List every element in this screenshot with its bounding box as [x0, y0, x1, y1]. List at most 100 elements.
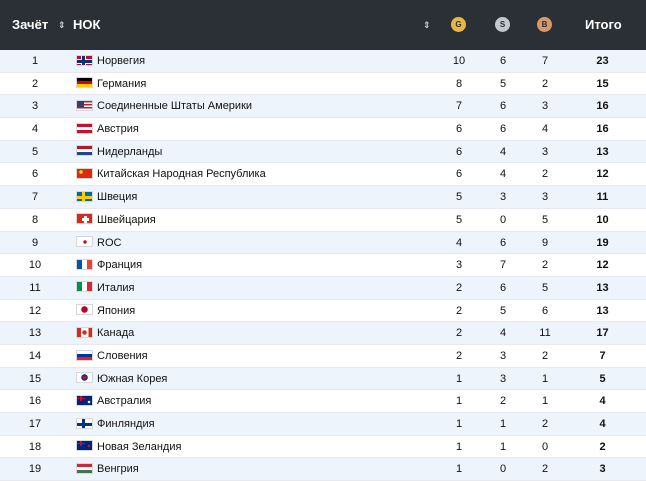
- country-name[interactable]: Финляндия: [97, 418, 155, 431]
- country-name[interactable]: Япония: [97, 304, 136, 317]
- nation-cell[interactable]: Канада: [76, 322, 426, 345]
- table-row[interactable]: 9 ROC 4 6 9 19: [0, 231, 646, 255]
- silver-count: 3: [499, 372, 507, 385]
- silver-medal-icon[interactable]: S: [495, 17, 510, 32]
- table-row[interactable]: 6 Китайская Народная Республика 6 4 2 12: [0, 163, 646, 187]
- table-row[interactable]: 15 Южная Корея 1 3 1 5: [0, 367, 646, 391]
- nation-cell[interactable]: Нидерланды: [76, 141, 426, 164]
- country-name[interactable]: Новая Зеландия: [97, 440, 182, 453]
- country-name[interactable]: Канада: [97, 327, 135, 340]
- country-name[interactable]: Китайская Народная Республика: [97, 168, 266, 181]
- country-name[interactable]: Нидерланды: [97, 145, 163, 158]
- country-name[interactable]: Австралия: [97, 395, 152, 408]
- nation-cell[interactable]: ROC: [76, 232, 426, 255]
- bronze-count: 2: [541, 168, 549, 181]
- italy-flag: [76, 281, 93, 293]
- country-name[interactable]: Венгрия: [97, 463, 139, 476]
- silver-count: 5: [499, 304, 507, 317]
- gold-medal-icon[interactable]: G: [451, 17, 466, 32]
- country-name[interactable]: Италия: [97, 281, 135, 294]
- nation-cell[interactable]: Венгрия: [76, 458, 426, 481]
- nation-cell[interactable]: Китайская Народная Республика: [76, 163, 426, 186]
- austria-flag: [76, 122, 93, 134]
- bronze-count: 11: [539, 327, 551, 340]
- rank-cell: 2: [31, 77, 39, 90]
- gold-count: 1: [455, 372, 463, 385]
- nation-cell[interactable]: Швейцария: [76, 209, 426, 232]
- table-row[interactable]: 3 Соединенные Штаты Америки 7 6 3 16: [0, 95, 646, 119]
- bronze-count: 3: [541, 191, 549, 204]
- bronze-medal-icon[interactable]: B: [537, 17, 552, 32]
- table-row[interactable]: 17 Финляндия 1 1 2 4: [0, 413, 646, 436]
- country-name[interactable]: Швеция: [97, 191, 138, 204]
- rank-cell: 12: [28, 304, 42, 317]
- table-row[interactable]: 16 Австралия 1 2 1 4: [0, 390, 646, 413]
- country-name[interactable]: Германия: [97, 77, 147, 90]
- rank-column-header[interactable]: Зачёт: [12, 17, 49, 32]
- japan-flag: [76, 304, 93, 316]
- table-row[interactable]: 12 Япония 2 5 6 13: [0, 300, 646, 323]
- table-row[interactable]: 11 Италия 2 6 5 13: [0, 276, 646, 300]
- country-name[interactable]: Швейцария: [97, 213, 156, 226]
- nation-cell[interactable]: Словения: [76, 345, 426, 368]
- table-row[interactable]: 1 Норвегия 10 6 7 23: [0, 50, 646, 73]
- nation-cell[interactable]: Япония: [76, 300, 426, 323]
- rank-cell: 10: [28, 259, 42, 272]
- table-row[interactable]: 2 Германия 8 5 2 15: [0, 73, 646, 96]
- nation-cell[interactable]: Австрия: [76, 118, 426, 141]
- country-name[interactable]: Южная Корея: [97, 372, 168, 385]
- table-row[interactable]: 18 Новая Зеландия 1 1 0 2: [0, 436, 646, 459]
- bronze-count: 1: [541, 395, 549, 408]
- table-row[interactable]: 7 Швеция 5 3 3 11: [0, 186, 646, 209]
- nation-cell[interactable]: Австралия: [76, 390, 426, 413]
- nation-cell[interactable]: Финляндия: [76, 413, 426, 436]
- gold-count: 6: [455, 145, 463, 158]
- gold-count: 2: [455, 304, 463, 317]
- nation-cell[interactable]: Швеция: [76, 186, 426, 209]
- bronze-count: 9: [541, 236, 549, 249]
- table-body: 1 Норвегия 10 6 7 23 2 Германия 8 5 2 15 3 Соединенны…: [0, 50, 646, 481]
- total-column-header[interactable]: Итого: [585, 17, 622, 32]
- nation-cell[interactable]: Новая Зеландия: [76, 436, 426, 459]
- sort-arrows-icon[interactable]: ⇕: [423, 20, 431, 30]
- rank-cell: 9: [31, 236, 39, 249]
- rank-cell: 17: [28, 418, 42, 430]
- noc-column-header[interactable]: НОК: [73, 17, 101, 32]
- country-name[interactable]: Австрия: [97, 123, 139, 136]
- total-count: 12: [596, 259, 609, 272]
- total-count: 19: [596, 236, 609, 249]
- silver-count: 1: [499, 418, 507, 430]
- nation-cell[interactable]: Франция: [76, 254, 426, 277]
- table-row[interactable]: 5 Нидерланды 6 4 3 13: [0, 140, 646, 164]
- gold-count: 6: [455, 168, 463, 181]
- silver-count: 4: [499, 327, 507, 340]
- country-name[interactable]: Соединенные Штаты Америки: [97, 100, 253, 113]
- usa-flag: [76, 99, 93, 111]
- table-row[interactable]: 13 Канада 2 4 11 17: [0, 322, 646, 345]
- gold-count: 6: [455, 123, 463, 136]
- country-name[interactable]: Словения: [97, 350, 148, 363]
- gold-count: 1: [455, 418, 463, 430]
- total-count: 7: [599, 349, 606, 362]
- nation-cell[interactable]: Соединенные Штаты Америки: [76, 95, 426, 118]
- country-name[interactable]: Франция: [97, 259, 143, 272]
- sweden-flag: [76, 190, 93, 202]
- country-name[interactable]: ROC: [97, 236, 122, 249]
- table-row[interactable]: 19 Венгрия 1 0 2 3: [0, 458, 646, 481]
- silver-count: 6: [499, 100, 507, 113]
- rank-cell: 7: [31, 191, 39, 204]
- nation-cell[interactable]: Южная Корея: [76, 368, 426, 391]
- table-row[interactable]: 14 Словения 2 3 2 7: [0, 345, 646, 368]
- nation-cell[interactable]: Германия: [76, 73, 426, 96]
- nation-cell[interactable]: Италия: [76, 277, 426, 300]
- country-name[interactable]: Норвегия: [97, 55, 146, 68]
- total-count: 23: [596, 55, 609, 67]
- table-row[interactable]: 10 Франция 3 7 2 12: [0, 254, 646, 277]
- gold-count: 7: [455, 100, 463, 113]
- sort-arrows-icon[interactable]: ⇕: [58, 20, 66, 30]
- table-row[interactable]: 8 Швейцария 5 0 5 10: [0, 209, 646, 232]
- total-count: 4: [599, 418, 606, 430]
- nation-cell[interactable]: Норвегия: [76, 50, 426, 73]
- table-row[interactable]: 4 Австрия 6 6 4 16: [0, 118, 646, 141]
